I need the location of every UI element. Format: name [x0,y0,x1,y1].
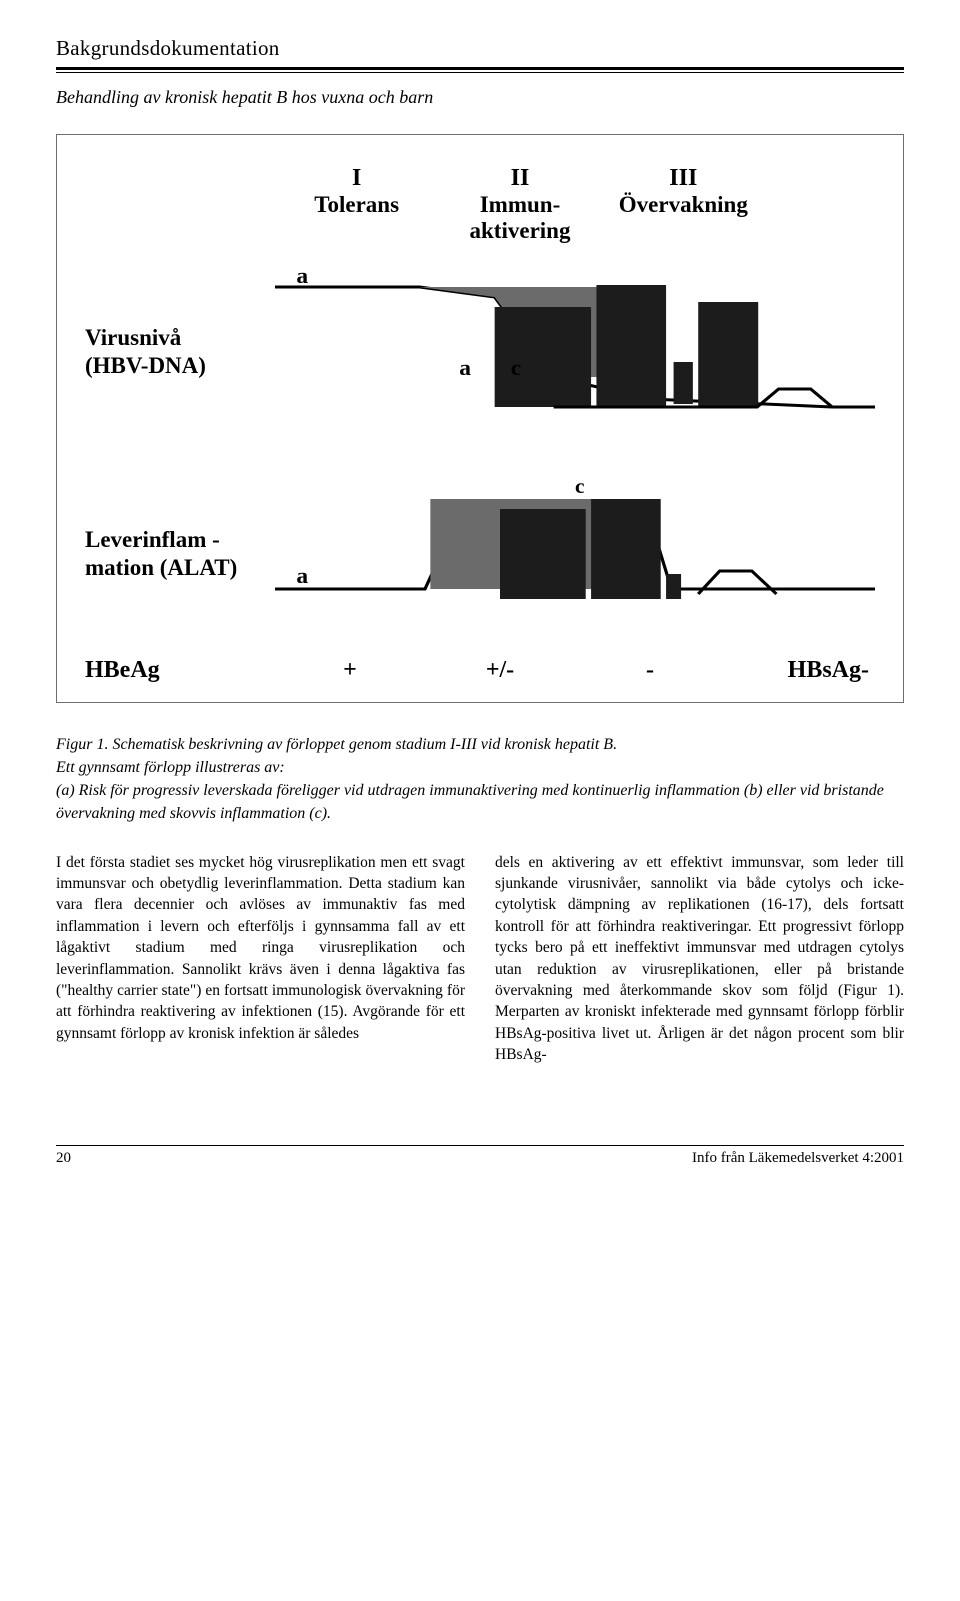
caption-line2: Ett gynnsamt förlopp illustreras av: [56,759,285,776]
body-left-col: I det första stadiet ses mycket hög viru… [56,852,465,1066]
header-rule [56,67,904,73]
svg-text:c: c [511,356,521,380]
figure-1-caption: Figur 1. Schematisk beskrivning av förlo… [56,733,904,826]
caption-line1: Figur 1. Schematisk beskrivning av förlo… [56,736,617,753]
caption-line3: (a) Risk för progressiv leverskada förel… [56,782,884,822]
liver-diagram-row: Leverinflam - mation (ALAT) a c [85,479,875,629]
body-right-col: dels en aktivering av ett effektivt immu… [495,852,904,1066]
phase-1-label: Tolerans [275,192,438,245]
phase-3-num: III [602,165,765,192]
svg-text:c: c [575,479,585,498]
body-text: I det första stadiet ses mycket hög viru… [56,852,904,1066]
hbeag-phase3: - [575,657,725,684]
hbeag-phase1: + [275,657,425,684]
svg-text:a: a [459,356,471,380]
figure-1-frame: I II III Tolerans Immun- aktivering Över… [56,134,904,703]
svg-text:a: a [296,564,308,588]
page-footer: 20 Info från Läkemedelsverket 4:2001 [56,1145,904,1167]
page-number: 20 [56,1150,71,1167]
doc-subtitle: Behandling av kronisk hepatit B hos vuxn… [56,87,904,108]
hbsag-label: HBsAg- [725,657,875,684]
phase-1-num: I [275,165,438,192]
footer-source: Info från Läkemedelsverket 4:2001 [692,1150,904,1167]
hbeag-status-row: HBeAg + +/- - HBsAg- [85,657,875,684]
phase-3-label: Övervakning [602,192,765,245]
hbeag-phase2: +/- [425,657,575,684]
phase-2-label: Immun- aktivering [438,192,601,245]
virus-label: Virusnivå (HBV-DNA) [85,324,275,379]
doc-section-title: Bakgrundsdokumentation [56,36,904,61]
hbeag-label: HBeAg [85,657,275,684]
virus-diagram-row: Virusnivå (HBV-DNA) a a c [85,267,875,437]
liver-plot: a c [275,479,875,629]
liver-label: Leverinflam - mation (ALAT) [85,526,275,581]
phase-2-num: II [438,165,601,192]
virus-plot: a a c [275,267,875,437]
svg-text:a: a [296,267,308,288]
